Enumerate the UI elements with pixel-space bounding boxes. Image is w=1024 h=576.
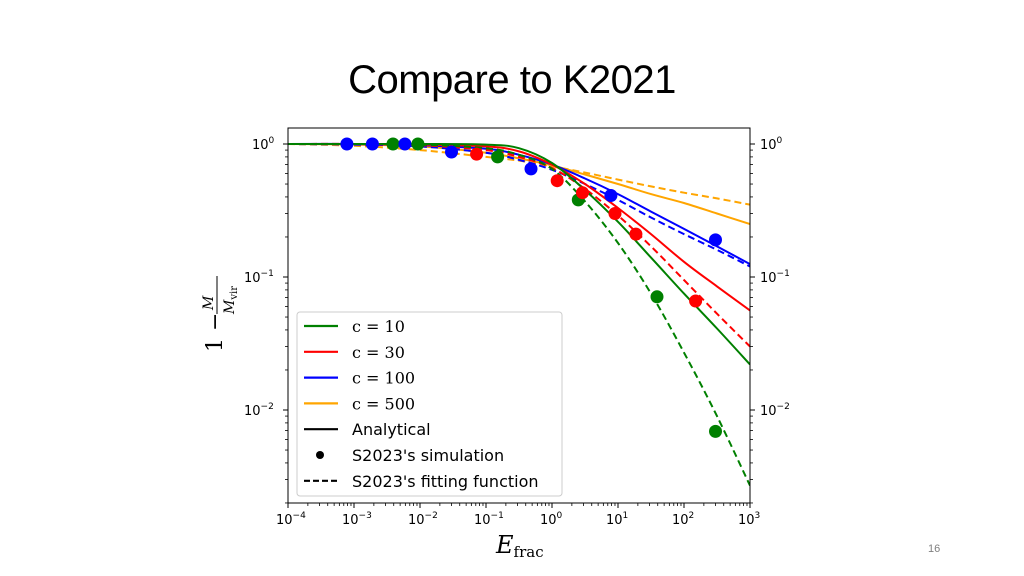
simulation-point-c100	[604, 189, 618, 202]
y-axis-label: 1 − M Mvir	[201, 276, 240, 352]
simulation-point-c10	[709, 424, 722, 438]
simulation-point-c100	[709, 233, 722, 247]
simulation-point-c100	[340, 137, 354, 151]
simulation-point-c30	[629, 227, 643, 241]
simulation-point-c30	[470, 147, 484, 161]
simulation-point-c100	[445, 145, 458, 159]
x-tick-label: 100	[540, 511, 563, 528]
simulation-point-c30	[576, 186, 589, 200]
legend-entry: c = 10	[304, 317, 405, 336]
simulation-point-c10	[386, 137, 400, 151]
simulation-point-c100	[524, 162, 538, 176]
x-tick-label: 101	[606, 511, 628, 528]
plot-frame	[287, 127, 751, 504]
legend-box	[296, 311, 563, 497]
svg-text:1 −: 1 −	[203, 313, 228, 352]
legend: c = 10 c = 30 c = 100 c = 500 Analytical S202…	[296, 311, 563, 497]
x-tick-label: 103	[738, 511, 760, 528]
legend-entry: S2023's fitting function	[304, 472, 539, 491]
simulation-point-c10	[411, 137, 425, 151]
legend-entry: c = 500	[304, 394, 415, 413]
legend-marker-dot	[316, 451, 324, 459]
x-tick-label: 10−4	[276, 511, 306, 528]
page-number: 16	[928, 543, 941, 555]
y-tick-label-right: 10−1	[760, 269, 790, 286]
y-tick-label-right: 100	[760, 136, 783, 153]
legend-label: c = 30	[352, 343, 405, 362]
svg-text:M: M	[201, 295, 217, 311]
simulation-point-c100	[398, 137, 412, 151]
series-line-c-10-fitting	[288, 142, 750, 487]
legend-entry: c = 30	[304, 343, 405, 362]
simulation-point-c30	[608, 207, 622, 220]
y-tick-label-left: 100	[252, 136, 275, 153]
x-tick-label: 10−1	[474, 511, 504, 528]
svg-text:Mvir: Mvir	[222, 286, 240, 315]
legend-entry: Analytical	[304, 420, 431, 439]
axis-ticks	[283, 143, 755, 508]
simulation-point-c30	[689, 294, 703, 308]
legend-label: S2023's fitting function	[352, 472, 539, 491]
legend-label: S2023's simulation	[352, 446, 504, 465]
x-tick-label: 10−3	[342, 511, 372, 528]
simulation-point-c10	[650, 290, 664, 304]
legend-label: c = 100	[352, 369, 415, 388]
tick-labels: 10−4 10−3 10−2 10−1 100 101 102 103 100 100 10−1 10…	[244, 136, 790, 528]
x-tick-label: 10−2	[408, 511, 438, 528]
legend-label: c = 10	[352, 317, 405, 336]
simulation-point-c10	[491, 150, 505, 164]
slide-title: Compare to K2021	[348, 58, 676, 102]
simulation-point-c30	[550, 174, 564, 188]
legend-entry: c = 100	[304, 369, 415, 388]
x-tick-label: 102	[672, 511, 694, 528]
legend-label: c = 500	[352, 394, 415, 413]
y-tick-label-left: 10−2	[244, 402, 274, 419]
legend-entry: S2023's simulation	[316, 446, 504, 465]
y-tick-label-right: 10−2	[760, 402, 790, 419]
x-axis-label: Efrac	[495, 531, 544, 561]
simulation-points	[340, 137, 722, 438]
legend-label: Analytical	[352, 420, 431, 439]
y-tick-label-left: 10−1	[244, 269, 274, 286]
simulation-point-c100	[365, 137, 379, 151]
